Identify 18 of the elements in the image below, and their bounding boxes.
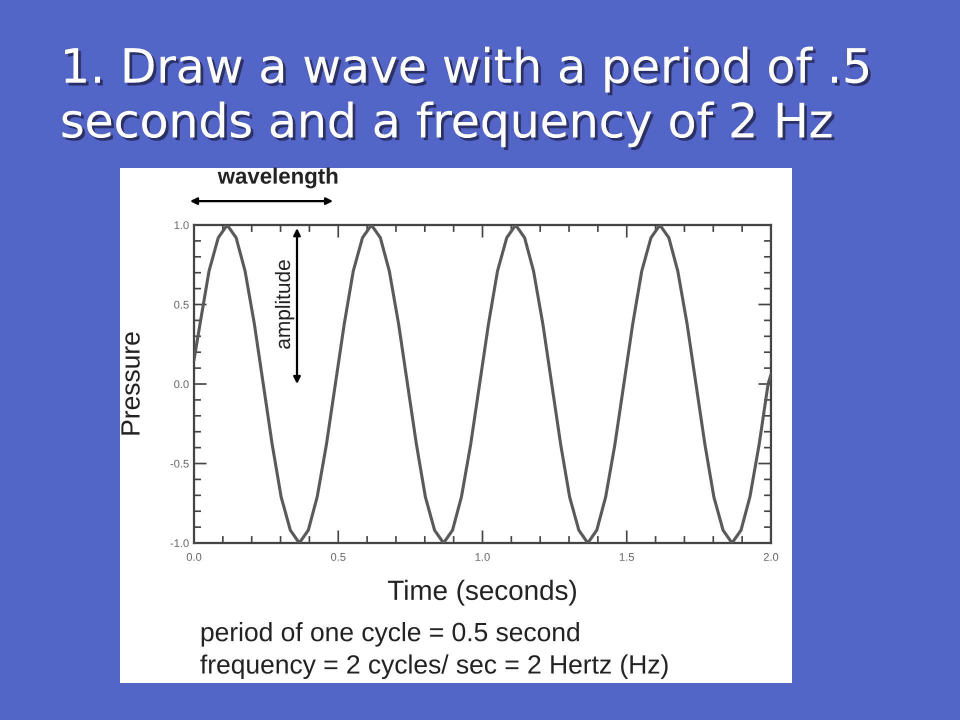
y-tick-label: -1.0 — [170, 539, 189, 548]
text: wavelength — [218, 168, 338, 188]
chart-title: 1. Draw a wave with a period of .5 seconds and a frequency of 2 Hz — [62, 46, 871, 150]
y-tick-label: 1.0 — [174, 221, 189, 230]
annotation: amplitude — [274, 260, 294, 349]
x-tick-label: 1.5 — [620, 553, 634, 561]
y-tick-label: -0.5 — [170, 460, 189, 468]
y-axis-title: Pressure — [121, 332, 140, 435]
x-tick-label: 0.0 — [186, 553, 202, 561]
x-tick-label: 2.0 — [764, 553, 778, 561]
x-tick-label: 1.0 — [476, 553, 490, 561]
x-tick-label: 0.5 — [330, 553, 346, 561]
text: period of one cycle = 0.5 second — [202, 622, 579, 647]
y-tick-label: 0.5 — [174, 300, 189, 309]
y-tick-label: 0.0 — [174, 380, 189, 388]
text: frequency = 2 cycles/ sec = 2 Hertz (Hz) — [200, 654, 668, 680]
x-axis-title: Time (seconds) — [388, 580, 576, 606]
line-series — [194, 225, 771, 544]
